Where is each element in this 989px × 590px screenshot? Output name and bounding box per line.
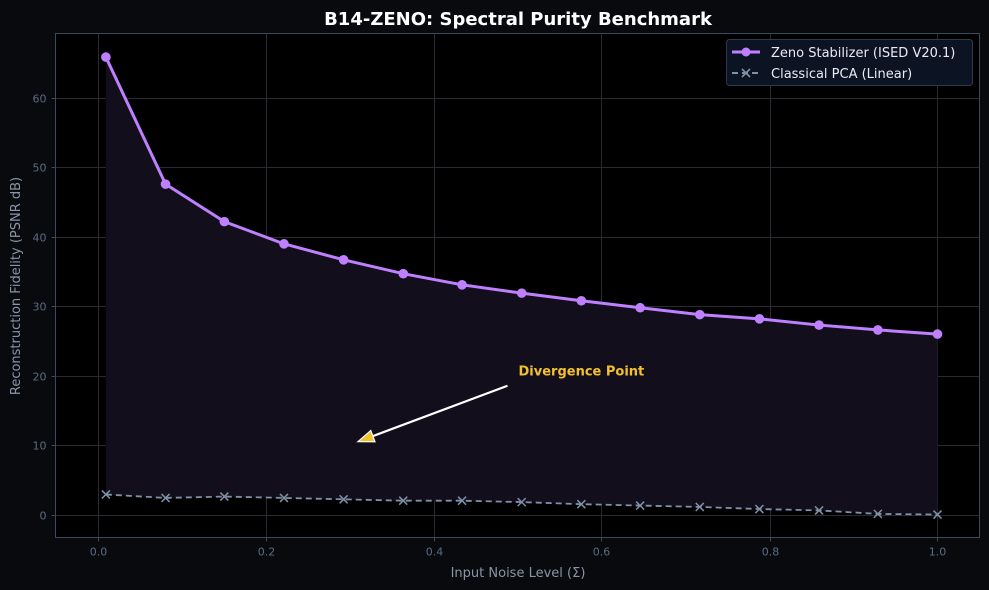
x-marker-icon [741,68,751,78]
x-marker-icon [635,501,645,511]
x-marker-icon [457,496,467,506]
circle-marker-icon [219,216,230,227]
x-marker-icon [754,504,764,514]
legend-label-zeno: Zeno Stabilizer (ISED V20.1) [771,46,955,61]
series-zeno-stabilizer [101,52,943,339]
circle-marker-icon [814,320,824,330]
annotation-arrow-shaft [372,384,508,438]
circle-marker-icon [516,288,527,298]
x-marker-icon [576,499,586,509]
legend: Zeno Stabilizer (ISED V20.1) Classical P… [726,39,973,86]
y-tick-label: 40 [33,232,47,245]
divergence-annotation: Divergence Point [356,365,645,443]
x-marker-icon [101,489,111,499]
circle-marker-icon [160,179,171,189]
circle-marker-icon [279,239,289,249]
circle-marker-icon [576,295,587,306]
circle-marker-icon [635,302,645,313]
x-marker-icon [517,497,527,507]
circle-marker-icon [101,52,111,62]
x-marker-icon [219,492,229,502]
y-tick-label: 30 [33,301,47,314]
circle-marker-icon [754,314,765,324]
x-tick-label: 0.4 [426,546,444,559]
x-tick-label: 0.2 [258,546,276,559]
y-tick-label: 0 [40,510,47,523]
y-axis-label: Reconstruction Fidelity (PSNR dB) [9,177,24,395]
x-marker-icon [932,510,943,520]
x-tick-label: 0.6 [593,546,611,559]
x-marker-icon [873,509,883,519]
x-marker-icon [161,493,171,503]
y-tick-label: 10 [33,440,47,453]
legend-item-zeno: Zeno Stabilizer (ISED V20.1) [732,46,955,61]
circle-marker-icon [741,47,751,57]
plot-frame [55,33,980,538]
x-marker-icon [339,494,349,504]
x-marker-icon [279,493,289,503]
circle-marker-icon [338,255,349,265]
x-tick-label: 0.8 [762,546,780,559]
circle-marker-icon [398,268,409,279]
series-classical-pca [101,489,943,520]
annotation-text: Divergence Point [519,365,645,380]
legend-box [726,39,973,86]
legend-item-pca: Classical PCA (Linear) [732,67,912,82]
axis-ticks: 0.0 0.2 0.4 0.6 0.8 1.0 0 10 20 30 40 50 60 [33,93,947,559]
circle-marker-icon [694,309,705,320]
y-tick-label: 60 [33,93,47,106]
chart-title: B14-ZENO: Spectral Purity Benchmark [324,9,713,30]
x-tick-label: 1.0 [929,546,947,559]
plot-area: 0.0 0.2 0.4 0.6 0.8 1.0 0 10 20 30 40 50 60 [33,33,980,559]
zeno-fill-area [105,57,938,515]
circle-marker-icon [932,329,943,339]
y-tick-label: 50 [33,162,47,175]
legend-label-pca: Classical PCA (Linear) [771,67,912,82]
x-marker-icon [814,505,824,515]
x-tick-label: 0.0 [90,546,108,559]
arrow-head-icon [356,429,376,443]
y-tick-label: 20 [33,371,47,384]
x-marker-icon [398,496,408,506]
circle-marker-icon [457,280,467,290]
x-marker-icon [695,502,705,512]
x-axis-label: Input Noise Level (Σ) [451,566,586,581]
circle-marker-icon [873,325,883,335]
